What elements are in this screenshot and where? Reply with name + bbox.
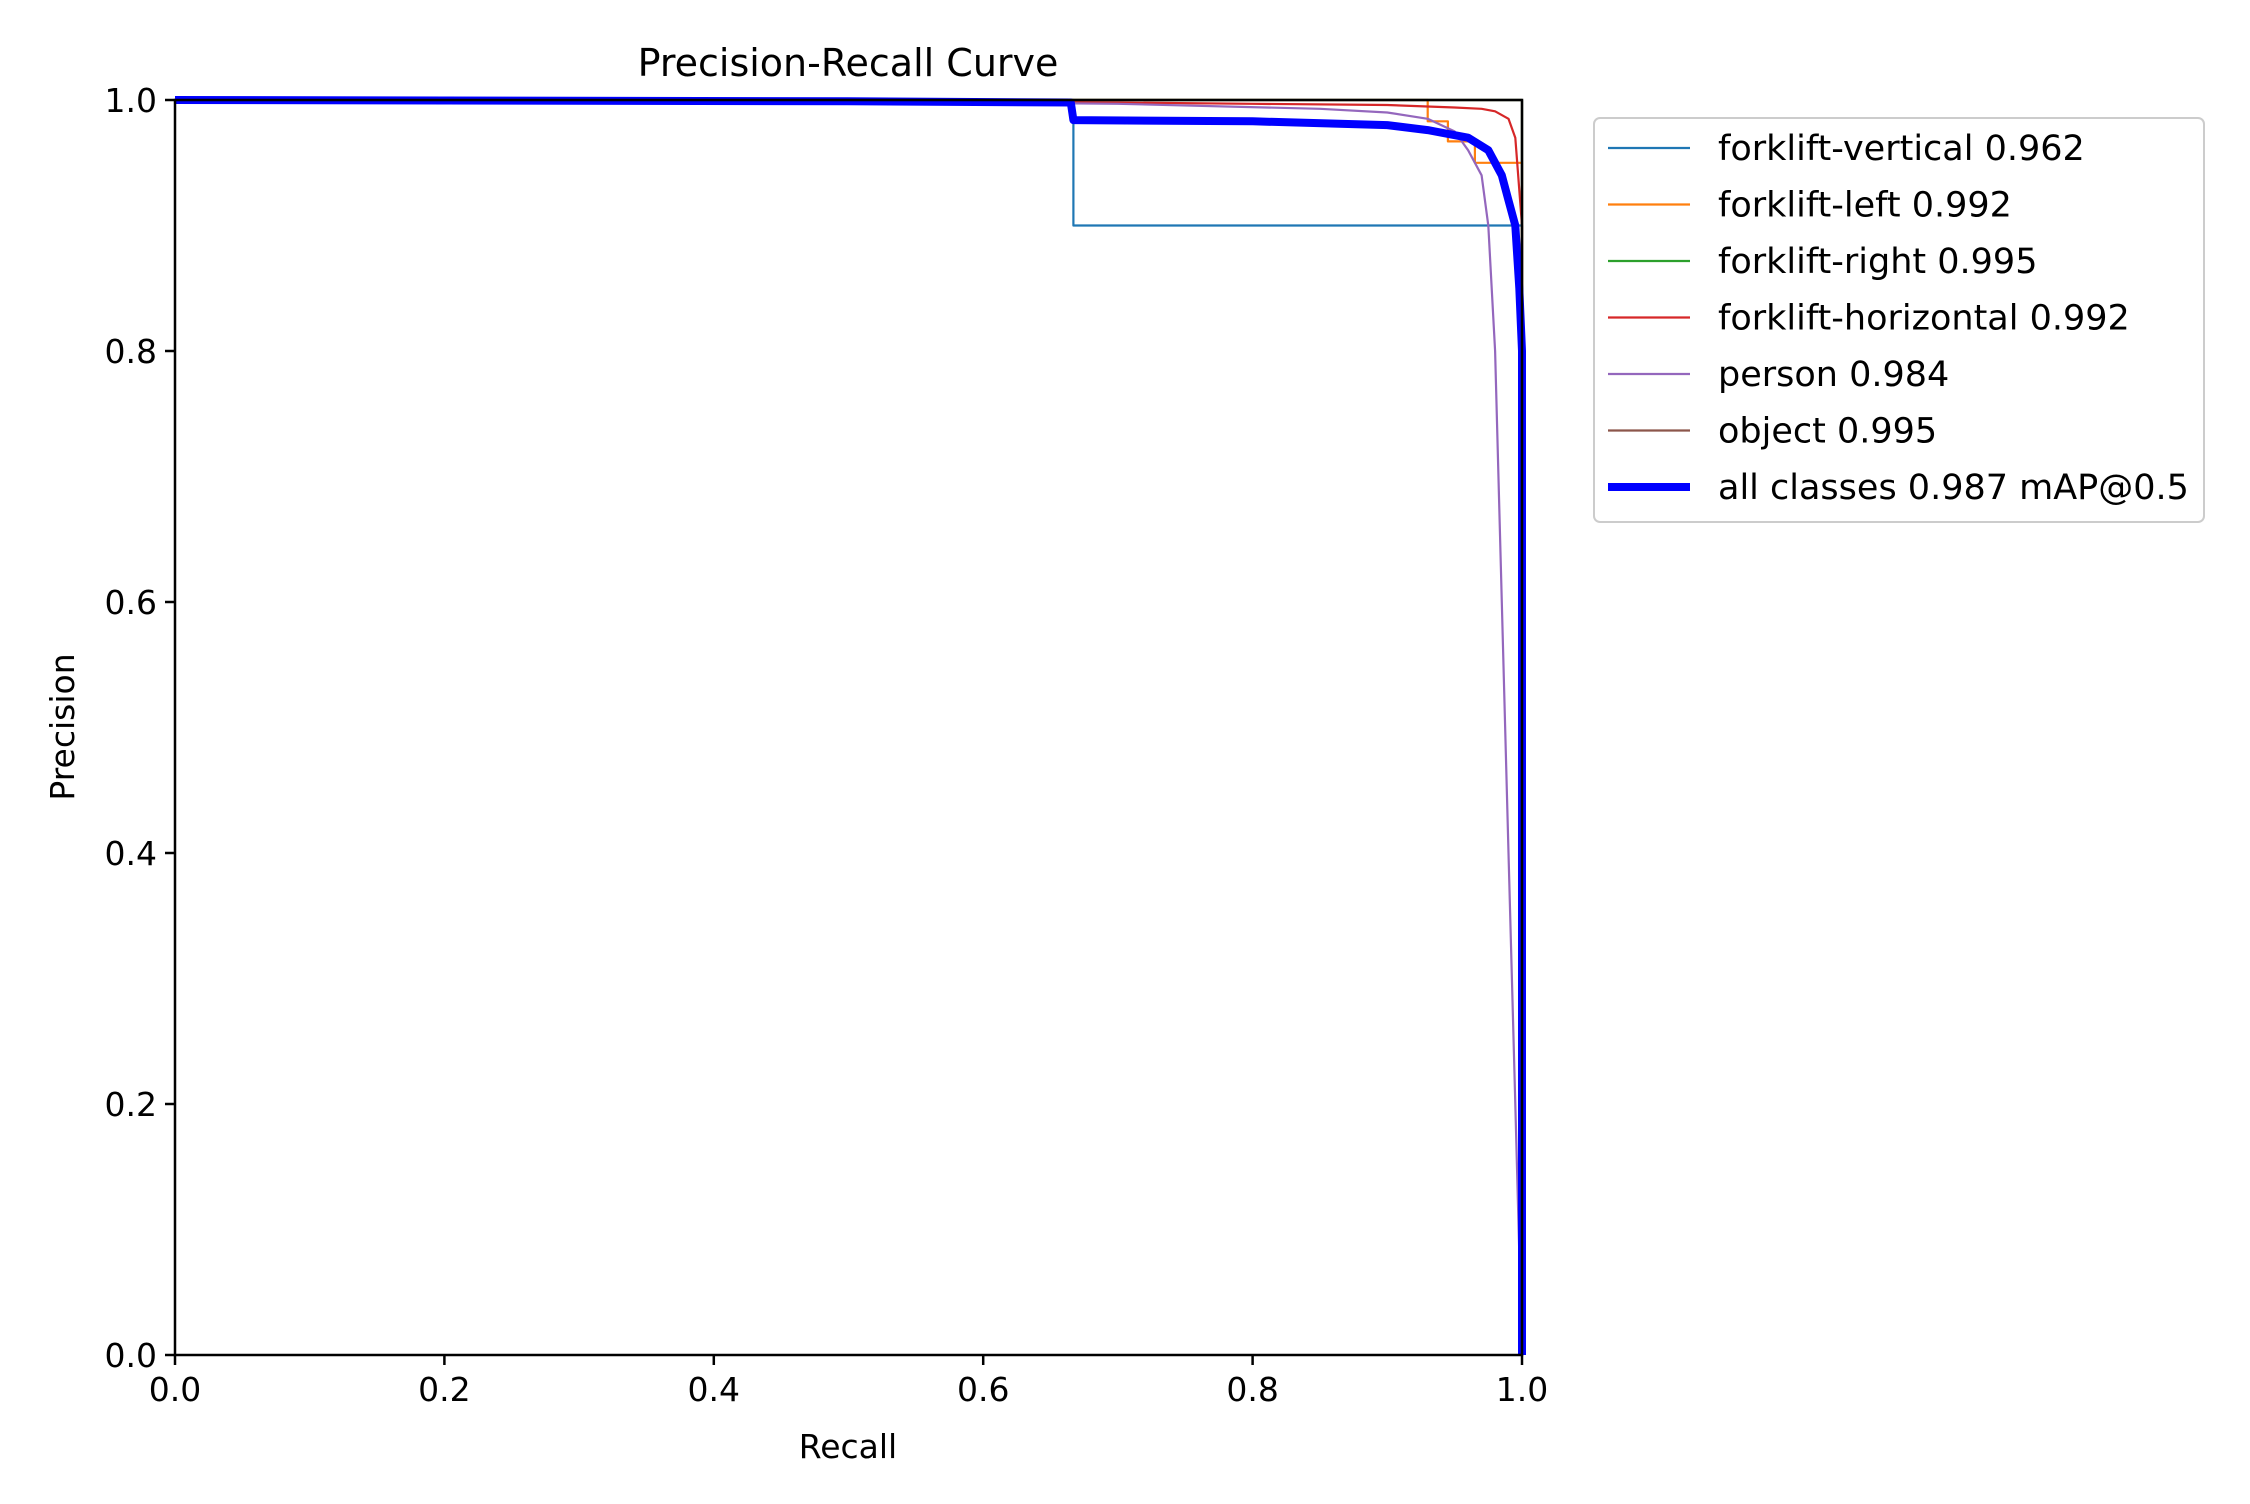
legend-label: forklift-horizontal 0.992 bbox=[1718, 299, 2130, 339]
x-axis-label: Recall bbox=[799, 1427, 897, 1466]
chart-title: Precision-Recall Curve bbox=[638, 41, 1059, 85]
x-tick-label: 0.2 bbox=[418, 1370, 470, 1409]
x-tick-label: 0.4 bbox=[688, 1370, 740, 1409]
y-tick-label: 0.4 bbox=[105, 834, 157, 873]
series-line-7 bbox=[174, 96, 1526, 1355]
legend-label: forklift-vertical 0.962 bbox=[1718, 129, 2085, 169]
legend: forklift-vertical 0.962 forklift-left 0.9… bbox=[1593, 117, 2205, 523]
series-line-5 bbox=[174, 98, 1524, 1356]
plot-frame bbox=[173, 98, 1524, 1357]
legend-label: forklift-right 0.995 bbox=[1718, 242, 2037, 282]
legend-label: all classes 0.987 mAP@0.5 bbox=[1718, 468, 2189, 508]
axis-ticks: 0.0 0.2 0.4 0.6 0.8 1.0 0.0 0.2 0.4 0.6 0.8 1.0 bbox=[105, 81, 1549, 1409]
y-axis-label: Precision bbox=[43, 653, 82, 800]
y-tick-label: 0.2 bbox=[105, 1085, 157, 1124]
series-line-4 bbox=[174, 98, 1524, 1355]
x-tick-label: 0.6 bbox=[957, 1370, 1009, 1409]
legend-label: object 0.995 bbox=[1718, 412, 1937, 452]
legend-label: forklift-left 0.992 bbox=[1718, 186, 2012, 226]
x-tick-label: 1.0 bbox=[1496, 1370, 1548, 1409]
legend-box bbox=[1593, 117, 2205, 523]
y-tick-label: 0.0 bbox=[105, 1336, 157, 1375]
y-tick-label: 0.8 bbox=[105, 332, 157, 371]
x-tick-label: 0.0 bbox=[149, 1370, 201, 1409]
x-tick-label: 0.8 bbox=[1226, 1370, 1278, 1409]
y-tick-label: 0.6 bbox=[105, 583, 157, 622]
legend-label: person 0.984 bbox=[1718, 355, 1949, 395]
y-tick-label: 1.0 bbox=[105, 81, 157, 120]
